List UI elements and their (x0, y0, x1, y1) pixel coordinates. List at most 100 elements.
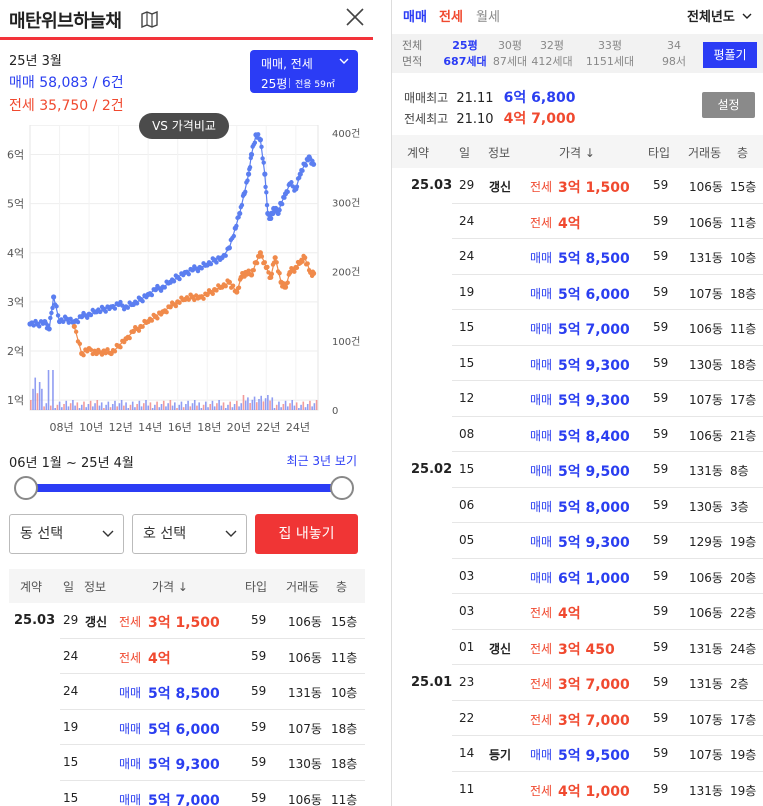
data-point (281, 281, 286, 286)
sale-max: 매매최고 21.11 6억 6,800 (404, 87, 575, 107)
data-point (277, 270, 282, 276)
recent-3y-link[interactable]: 최근 3년 보기 (286, 454, 357, 468)
row-divider (60, 779, 365, 781)
table-row[interactable]: 22 전세 3억 7,000 59 107동 17층 (392, 701, 763, 736)
row-divider (452, 770, 763, 772)
volume-bar (304, 407, 307, 410)
header-type[interactable]: 타입 (245, 580, 268, 594)
header-type[interactable]: 타입 (648, 146, 671, 160)
row-dong: 106동 (689, 180, 723, 194)
row-floor: 22층 (730, 606, 757, 620)
table-row[interactable]: 15 매매 5억 9,300 59 130동 18층 (0, 745, 373, 781)
header-price[interactable]: 가격 ↓ (559, 146, 595, 160)
row-dong: 106동 (689, 606, 723, 620)
table-row[interactable]: 24 매매 5억 8,500 59 131동 10층 (392, 239, 763, 275)
area-option-0[interactable]: 25평 687세대 (440, 38, 490, 70)
row-floor: 17층 (730, 393, 757, 407)
row-dong: 107동 (288, 721, 322, 736)
pyeong-expand-button[interactable]: 평풀기 (703, 42, 757, 68)
volume-bar (176, 408, 178, 410)
x-tick-label: 18년 (197, 421, 221, 434)
ho-select-label: 호 선택 (143, 526, 187, 542)
range-slider-end-handle[interactable] (330, 476, 354, 500)
settings-button[interactable]: 설정 (702, 92, 755, 118)
row-floor: 11층 (331, 792, 358, 806)
header-trade-dong[interactable]: 거래동 (688, 146, 722, 160)
area-option-pyeong: 30평 (497, 39, 523, 52)
table-row[interactable]: 08 매매 5억 8,400 59 106동 21층 (392, 417, 763, 452)
row-floor: 20층 (730, 570, 757, 585)
list-house-button[interactable]: 집 내놓기 (255, 514, 358, 554)
dong-select[interactable]: 동 선택 (9, 514, 124, 554)
row-divider (452, 522, 763, 523)
data-point (226, 245, 232, 251)
volume-bar (311, 406, 313, 410)
table-row[interactable]: 24 전세 4억 59 106동 11층 (0, 639, 373, 674)
range-slider-start-handle[interactable] (14, 476, 38, 500)
data-point (46, 326, 52, 332)
table-row[interactable]: 06 매매 5억 8,000 59 130동 3층 (392, 488, 763, 523)
area-option-3[interactable]: 33평 1151세대 (585, 38, 635, 70)
table-row[interactable]: 25.03 29 갱신 전세 3억 1,500 59 106동 15층 (392, 168, 763, 204)
table-row[interactable]: 03 매매 6억 1,000 59 106동 20층 (392, 559, 763, 594)
table-row[interactable]: 12 매매 5억 9,300 59 107동 17층 (392, 381, 763, 417)
volume-bar (142, 403, 145, 410)
year-filter[interactable]: 전체년도 (687, 6, 752, 25)
data-point (105, 347, 110, 352)
volume-bar (54, 408, 56, 410)
table-row[interactable]: 15 매매 5억 7,000 59 106동 11층 (0, 781, 373, 806)
table-row[interactable]: 19 매매 5억 6,000 59 107동 18층 (0, 710, 373, 745)
data-point (245, 178, 250, 183)
volume-bar (116, 406, 118, 410)
table-row[interactable]: 25.01 23 전세 3억 7,000 59 131동 2층 (392, 665, 763, 701)
row-day: 14 (459, 746, 475, 760)
tab-rent[interactable]: 전세 (439, 10, 463, 25)
summary-rent: 전세 35,750 / 2건 (9, 98, 124, 114)
table-row[interactable]: 24 매매 5억 8,500 59 131동 10층 (0, 674, 373, 710)
data-point (303, 163, 309, 168)
header-floor[interactable]: 층 (737, 146, 749, 160)
table-row[interactable]: 05 매매 5억 9,300 59 129동 19층 (392, 523, 763, 559)
volume-bar (118, 403, 121, 410)
map-icon[interactable] (141, 11, 158, 28)
row-type: 59 (653, 355, 669, 370)
table-row[interactable]: 14 등기 매매 5억 9,500 59 107동 19층 (392, 736, 763, 772)
left-table-header (9, 569, 365, 603)
data-point (263, 184, 268, 190)
table-row[interactable]: 25.03 29 갱신 전세 3억 1,500 59 106동 15층 (0, 603, 373, 639)
compare-button[interactable]: VS 가격비교 (139, 113, 229, 139)
volume-bar (182, 407, 185, 410)
table-row[interactable]: 15 매매 5억 9,300 59 130동 18층 (392, 346, 763, 381)
table-row[interactable]: 25.02 15 매매 5억 9,500 59 131동 8층 (392, 452, 763, 488)
row-price: 5억 9,500 (558, 464, 630, 480)
area-option-4[interactable]: 34 98서 (649, 38, 699, 70)
header-info[interactable]: 정보 (84, 580, 107, 594)
header-info[interactable]: 정보 (488, 146, 511, 160)
table-row[interactable]: 19 매매 5억 6,000 59 107동 18층 (392, 275, 763, 310)
range-slider-track[interactable] (26, 484, 342, 492)
area-option-2[interactable]: 32평 412세대 (527, 38, 577, 70)
header-trade-dong[interactable]: 거래동 (286, 580, 320, 594)
row-dong: 131동 (689, 677, 723, 691)
row-price: 3억 7,000 (558, 712, 630, 729)
data-point (189, 267, 196, 273)
table-row[interactable]: 15 매매 5억 7,000 59 106동 11층 (392, 310, 763, 346)
chevron-down-icon (102, 530, 114, 537)
volume-bar (47, 370, 50, 410)
table-row[interactable]: 03 전세 4억 59 106동 22층 (392, 594, 763, 630)
header-price[interactable]: 가격 ↓ (152, 580, 188, 594)
tab-monthly[interactable]: 월세 (476, 10, 500, 25)
data-point (294, 184, 300, 189)
ho-select[interactable]: 호 선택 (132, 514, 247, 554)
table-row[interactable]: 11 전세 4억 1,000 59 131동 19층 (392, 772, 763, 806)
rent-max-price: 4억 7,000 (503, 111, 576, 127)
trade-type-selector[interactable]: 매매, 전세 25평 전용 59㎡ (250, 50, 358, 93)
table-row[interactable]: 24 전세 4억 59 106동 11층 (392, 204, 763, 239)
row-kind: 매매 (530, 357, 553, 372)
close-icon[interactable] (345, 7, 365, 27)
table-row[interactable]: 01 갱신 전세 3억 450 59 131동 24층 (392, 630, 763, 665)
data-point (167, 304, 173, 310)
area-option-1[interactable]: 30평 87세대 (485, 38, 535, 70)
header-floor[interactable]: 층 (336, 580, 348, 594)
tab-sale[interactable]: 매매 (403, 10, 427, 25)
